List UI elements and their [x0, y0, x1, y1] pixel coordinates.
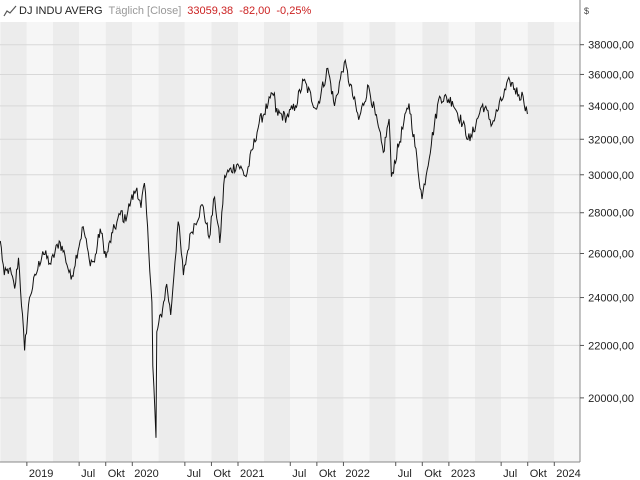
- quarter-band: [369, 22, 396, 462]
- y-tick-label: 38000,00: [588, 40, 634, 52]
- quarter-band: [343, 22, 370, 462]
- quarter-band: [527, 22, 555, 462]
- instrument-name: DJ INDU AVERG: [19, 5, 103, 17]
- x-axis: 2019 Jul Okt 2020 Jul Okt 2021 Jul Okt 2022 Jul Okt…: [26, 462, 581, 480]
- y-axis: 20000,00 22000,00 24000,00 26000,00 28000,00…: [580, 40, 634, 405]
- quarter-band: [211, 22, 239, 462]
- quarter-band: [0, 22, 27, 462]
- x-tick-label: Okt: [319, 468, 336, 480]
- x-tick-label: Okt: [424, 468, 441, 480]
- quarter-band: [474, 22, 502, 462]
- x-tick-label: 2020: [134, 468, 158, 480]
- x-tick-label: Jul: [187, 468, 201, 480]
- x-tick-label: Jul: [292, 468, 306, 480]
- x-tick-label: Jul: [398, 468, 412, 480]
- y-tick-label: 22000,00: [588, 340, 634, 352]
- y-tick-label: 34000,00: [588, 101, 634, 113]
- x-tick-label: 2019: [29, 468, 53, 480]
- y-tick-label: 24000,00: [588, 293, 634, 305]
- quarter-band: [79, 22, 106, 462]
- x-tick-label: Okt: [213, 468, 230, 480]
- y-tick-label: 20000,00: [588, 393, 634, 405]
- x-tick-label: Jul: [81, 468, 95, 480]
- x-tick-label: 2021: [240, 468, 264, 480]
- quarter-band: [238, 22, 265, 462]
- y-tick-label: 30000,00: [588, 170, 634, 182]
- x-tick-label: Jul: [503, 468, 517, 480]
- y-tick-label: 32000,00: [588, 134, 634, 146]
- quarter-band: [422, 22, 449, 462]
- quarter-band: [290, 22, 317, 462]
- quarter-band: [52, 22, 80, 462]
- y-tick-label: 28000,00: [588, 208, 634, 220]
- x-tick-label: 2024: [556, 468, 580, 480]
- quarter-band: [448, 22, 475, 462]
- quarter-band: [26, 22, 53, 462]
- quarter-band: [501, 22, 528, 462]
- period-label: Täglich [Close]: [108, 5, 182, 17]
- series-line: [0, 58, 528, 438]
- currency-label: $: [584, 6, 590, 16]
- x-tick-label: Okt: [108, 468, 125, 480]
- quarter-band: [395, 22, 423, 462]
- quarter-band: [264, 22, 291, 462]
- quarter-band: [554, 22, 580, 462]
- price-change: -82,00: [239, 5, 271, 17]
- y-tick-label: 36000,00: [588, 69, 634, 81]
- x-tick-label: Okt: [530, 468, 547, 480]
- time-bands: [0, 22, 580, 462]
- quarter-band: [316, 22, 344, 462]
- x-tick-label: 2022: [345, 468, 369, 480]
- last-price: 33059,38: [187, 5, 234, 17]
- chart-header: DJ INDU AVERG Täglich [Close] 33059,38 -…: [0, 0, 580, 22]
- x-tick-label: 2023: [451, 468, 475, 480]
- line-chart-icon: [3, 5, 17, 17]
- y-tick-label: 26000,00: [588, 249, 634, 261]
- price-change-percent: -0,25%: [276, 5, 312, 17]
